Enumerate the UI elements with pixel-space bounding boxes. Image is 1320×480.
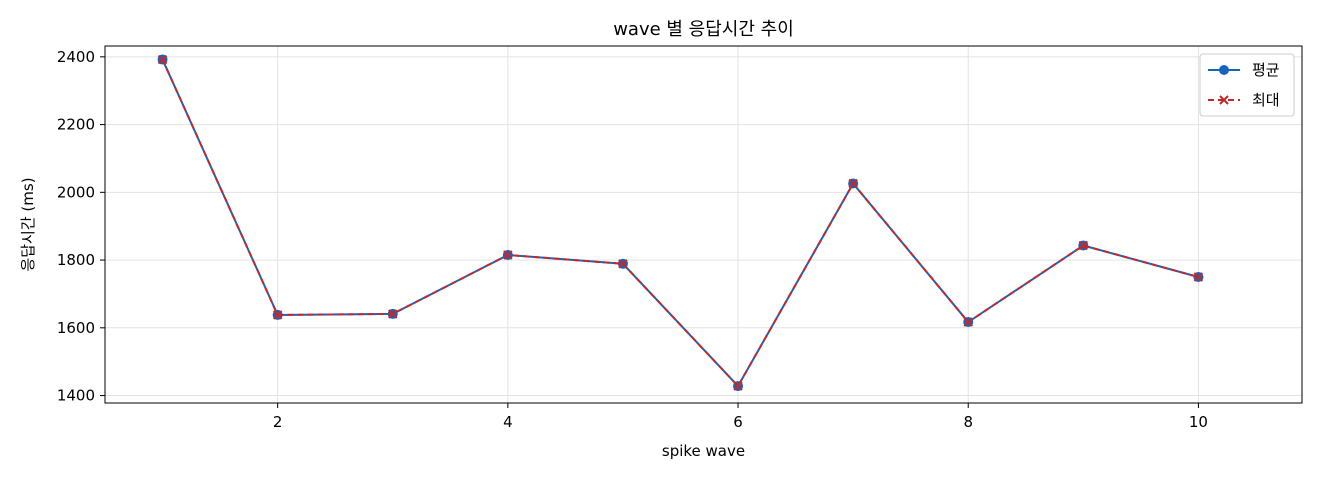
series-2-point bbox=[618, 259, 628, 269]
x-marker-stroke bbox=[272, 310, 283, 320]
x-tick-label: 2 bbox=[273, 413, 283, 431]
series-2-point bbox=[157, 54, 168, 65]
legend-label-2: 최대 bbox=[1252, 91, 1280, 109]
x-tick-label: 4 bbox=[503, 413, 513, 431]
x-marker-stroke bbox=[157, 54, 168, 65]
series-2-point bbox=[388, 309, 398, 319]
series-2-point bbox=[963, 317, 973, 327]
grid bbox=[105, 46, 1302, 403]
x-marker-stroke bbox=[1078, 240, 1089, 251]
x-marker-stroke bbox=[848, 178, 858, 189]
series-2-point bbox=[733, 381, 743, 391]
y-tick-label: 1600 bbox=[57, 319, 95, 337]
x-marker-stroke bbox=[388, 309, 398, 319]
y-axis-label: 응답시간 (ms) bbox=[19, 177, 37, 271]
y-tick-label: 2400 bbox=[57, 48, 95, 66]
series-line-1 bbox=[161, 59, 1199, 388]
legend-marker-circle bbox=[1219, 65, 1229, 75]
legend-box bbox=[1199, 53, 1295, 117]
legend-marker-x bbox=[1219, 95, 1229, 105]
x-marker-stroke bbox=[963, 317, 973, 327]
legend-label-1: 평균 bbox=[1252, 61, 1280, 79]
y-axis: 1400 1600 1800 2000 2200 2400 bbox=[57, 48, 105, 405]
series-line-2 bbox=[161, 59, 1199, 388]
y-tick-label: 1800 bbox=[57, 251, 95, 269]
series-layer bbox=[157, 54, 1204, 392]
x-axis: 2 4 6 8 10 bbox=[273, 403, 1208, 431]
x-tick-label: 8 bbox=[963, 413, 973, 431]
x-marker-stroke bbox=[503, 250, 513, 260]
x-marker-stroke bbox=[733, 381, 743, 391]
series-2-point bbox=[1193, 272, 1204, 282]
y-tick-label: 2000 bbox=[57, 183, 95, 201]
chart-title: wave 별 응답시간 추이 bbox=[613, 19, 794, 40]
x-marker-stroke bbox=[1219, 95, 1229, 105]
x-marker-stroke bbox=[618, 259, 628, 269]
series-2-point bbox=[272, 310, 283, 320]
x-tick-label: 10 bbox=[1189, 413, 1208, 431]
series-2-point bbox=[1078, 240, 1089, 251]
y-tick-label: 2200 bbox=[57, 116, 95, 134]
x-tick-label: 6 bbox=[733, 413, 743, 431]
series-2-point bbox=[848, 178, 858, 189]
x-axis-label: spike wave bbox=[662, 442, 745, 460]
series-2-point bbox=[503, 250, 513, 260]
plot-frame bbox=[104, 45, 1303, 404]
x-marker-stroke bbox=[1193, 272, 1204, 282]
y-tick-label: 1400 bbox=[57, 387, 95, 405]
